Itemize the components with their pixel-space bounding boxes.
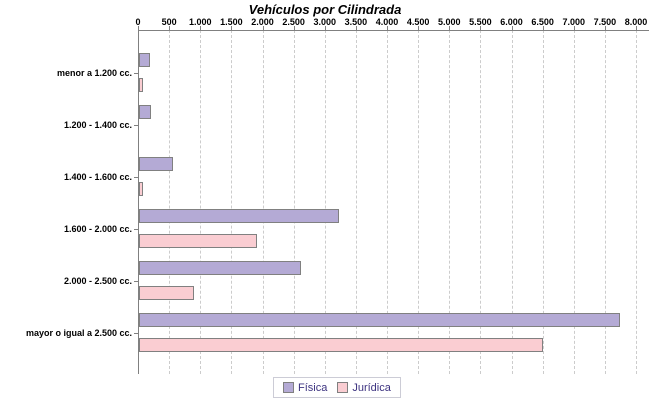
legend: Física Jurídica xyxy=(273,377,401,398)
x-axis-tick xyxy=(418,26,420,31)
gridline xyxy=(511,30,513,374)
category-label: 1.200 - 1.400 cc. xyxy=(63,120,132,130)
gridline xyxy=(636,30,637,374)
x-axis-tick xyxy=(449,26,451,31)
bar-jurdica xyxy=(139,78,143,92)
y-axis-tick xyxy=(134,281,138,282)
x-tick-label: 1.500 xyxy=(220,17,243,27)
gridline xyxy=(355,30,357,374)
legend-swatch-juridica xyxy=(337,382,349,393)
gridline xyxy=(169,30,171,374)
category-label: 2.000 - 2.500 cc. xyxy=(63,276,132,286)
x-axis-tick xyxy=(542,26,544,31)
y-axis-line xyxy=(138,30,139,374)
bar-fsica xyxy=(139,157,173,171)
bar-fsica xyxy=(139,209,339,223)
bar-fsica xyxy=(139,313,620,327)
legend-item-juridica: Jurídica xyxy=(337,382,391,394)
x-tick-label: 5.000 xyxy=(437,17,461,27)
bar-jurdica xyxy=(139,338,543,352)
x-tick-label: 3.000 xyxy=(313,17,337,27)
category-label: mayor o igual a 2.500 cc. xyxy=(25,328,132,338)
x-axis-tick xyxy=(355,26,357,31)
x-axis-tick xyxy=(387,26,388,31)
x-axis-tick xyxy=(293,26,295,31)
legend-swatch-fisica xyxy=(283,382,294,393)
x-tick-label: 0 xyxy=(135,17,141,27)
category-label: 1.600 - 2.000 cc. xyxy=(63,224,132,234)
gridline xyxy=(418,30,420,374)
legend-label-fisica: Física xyxy=(298,381,328,394)
gridline xyxy=(262,30,264,374)
x-tick-label: 3.500 xyxy=(344,17,368,27)
chart-title: Vehículos por Cilindrada xyxy=(248,2,402,17)
bar-fsica xyxy=(139,53,150,67)
x-axis-tick xyxy=(636,26,637,31)
y-axis-tick xyxy=(134,177,138,178)
x-tick-label: 2.500 xyxy=(282,17,305,27)
x-axis-tick xyxy=(231,26,233,31)
gridline xyxy=(324,30,326,374)
x-tick-label: 7.000 xyxy=(562,17,586,27)
gridline xyxy=(449,30,451,374)
bar-jurdica xyxy=(139,234,257,248)
category-label: 1.400 - 1.600 cc. xyxy=(63,172,132,182)
x-axis-tick xyxy=(573,26,575,31)
x-tick-label: 500 xyxy=(161,17,177,27)
bar-fsica xyxy=(139,261,301,275)
gridline xyxy=(231,30,233,374)
gridline xyxy=(293,30,295,374)
gridline xyxy=(387,30,388,374)
gridline xyxy=(480,30,482,374)
x-tick-label: 1.000 xyxy=(188,17,212,27)
x-axis-tick xyxy=(200,26,202,31)
bar-fsica xyxy=(139,105,151,119)
x-axis-tick xyxy=(511,26,513,31)
x-axis-tick xyxy=(604,26,606,31)
legend-label-juridica: Jurídica xyxy=(352,381,391,394)
y-axis-tick xyxy=(134,333,138,334)
x-axis-line xyxy=(138,30,649,31)
x-axis-tick xyxy=(169,26,171,31)
x-tick-label: 6.500 xyxy=(531,17,554,27)
gridline xyxy=(200,30,202,374)
x-axis-tick xyxy=(480,26,482,31)
x-tick-label: 4.000 xyxy=(375,17,399,27)
y-axis-tick xyxy=(134,229,138,230)
legend-item-fisica: Física xyxy=(283,382,327,394)
x-tick-label: 7.500 xyxy=(593,17,617,27)
gridline xyxy=(542,30,544,374)
x-axis-tick xyxy=(138,26,139,31)
bar-jurdica xyxy=(139,286,194,300)
x-tick-label: 2.000 xyxy=(251,17,274,27)
x-tick-label: 6.000 xyxy=(500,17,523,27)
x-axis-tick xyxy=(262,26,264,31)
gridline xyxy=(604,30,606,374)
y-axis-tick xyxy=(134,73,138,74)
x-tick-label: 8.000 xyxy=(624,17,648,27)
bar-jurdica xyxy=(139,182,143,196)
y-axis-tick xyxy=(134,125,138,126)
category-label: menor a 1.200 cc. xyxy=(56,68,132,78)
x-tick-label: 4.500 xyxy=(406,17,430,27)
x-axis-tick xyxy=(324,26,326,31)
gridline xyxy=(573,30,575,374)
x-tick-label: 5.500 xyxy=(469,17,492,27)
